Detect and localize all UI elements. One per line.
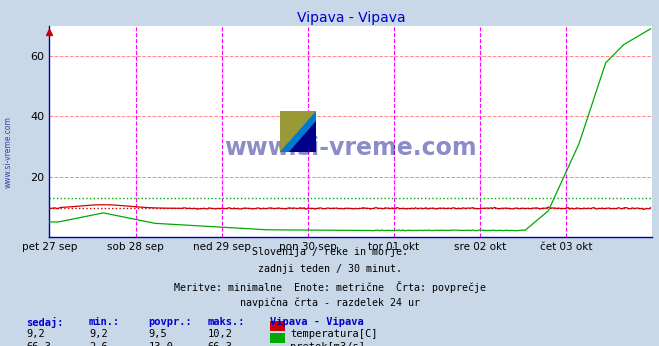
Text: 13,0: 13,0 [148,342,173,346]
Text: navpična črta - razdelek 24 ur: navpična črta - razdelek 24 ur [239,297,420,308]
Text: 10,2: 10,2 [208,329,233,339]
Text: 66,3: 66,3 [208,342,233,346]
Text: 9,2: 9,2 [26,329,45,339]
Polygon shape [280,111,316,152]
Polygon shape [280,111,316,152]
Text: sedaj:: sedaj: [26,317,64,328]
Text: www.si-vreme.com: www.si-vreme.com [3,116,13,188]
Text: 9,2: 9,2 [89,329,107,339]
Polygon shape [289,121,316,152]
Text: min.:: min.: [89,317,120,327]
Title: Vipava - Vipava: Vipava - Vipava [297,11,405,25]
Text: www.si-vreme.com: www.si-vreme.com [225,136,477,160]
Text: Vipava - Vipava: Vipava - Vipava [270,317,364,327]
Text: 9,5: 9,5 [148,329,167,339]
Text: Slovenija / reke in morje.: Slovenija / reke in morje. [252,247,407,257]
Text: maks.:: maks.: [208,317,245,327]
Text: pretok[m3/s]: pretok[m3/s] [290,342,365,346]
Text: temperatura[C]: temperatura[C] [290,329,378,339]
Text: povpr.:: povpr.: [148,317,192,327]
Text: 66,3: 66,3 [26,342,51,346]
Text: 2,6: 2,6 [89,342,107,346]
Polygon shape [280,111,316,152]
Text: Meritve: minimalne  Enote: metrične  Črta: povprečje: Meritve: minimalne Enote: metrične Črta:… [173,281,486,293]
Text: zadnji teden / 30 minut.: zadnji teden / 30 minut. [258,264,401,274]
